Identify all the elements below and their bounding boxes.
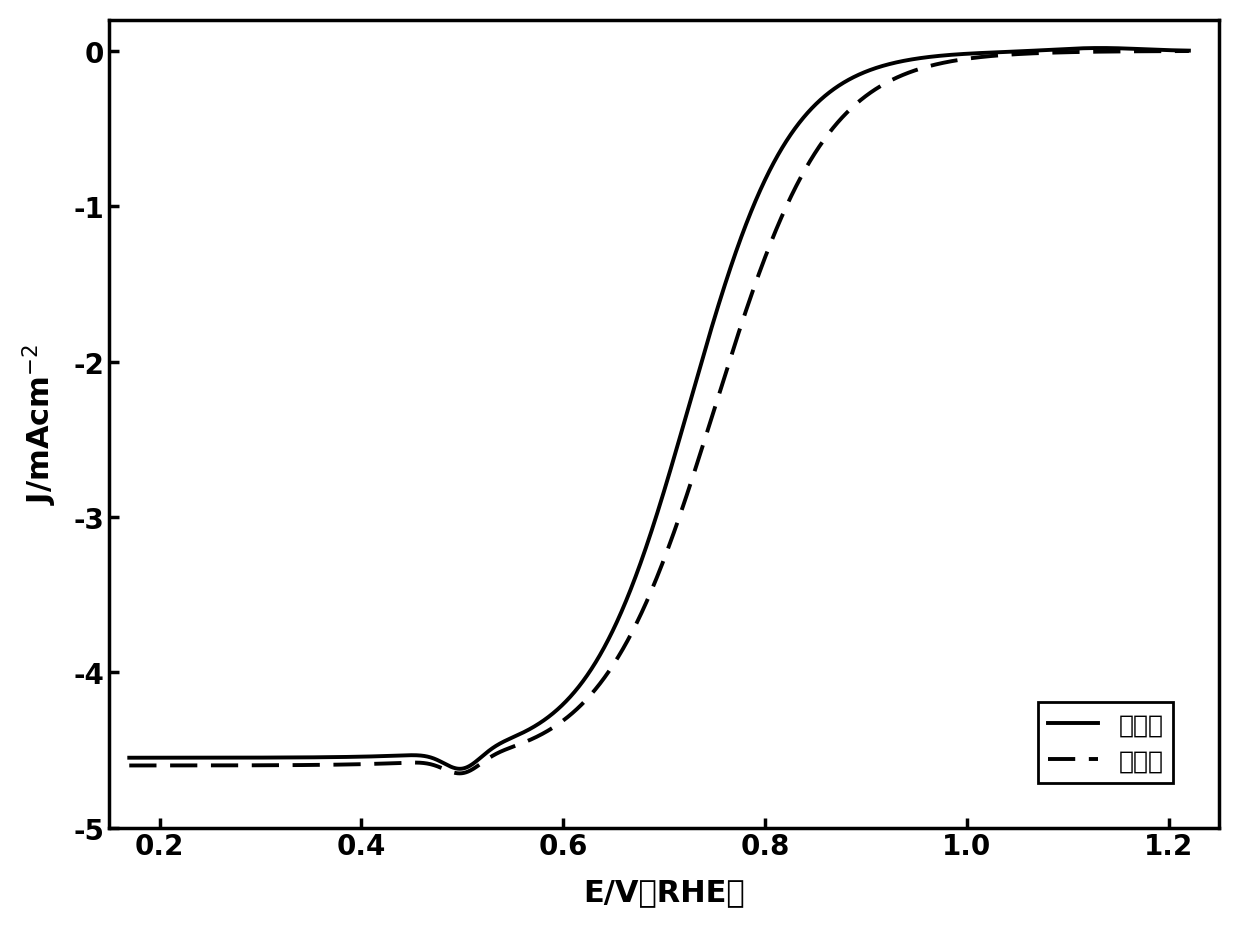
Line: 实施例: 实施例: [129, 52, 1189, 773]
实施例: [1047, 48, 1061, 59]
对比例: [243, 752, 258, 763]
对比例: [1047, 44, 1061, 56]
Line: 对比例: 对比例: [129, 49, 1189, 769]
对比例: [453, 764, 467, 775]
实施例: [305, 759, 320, 770]
实施例: [453, 768, 467, 779]
实施例: [243, 760, 258, 771]
X-axis label: E/V（RHE）: E/V（RHE）: [583, 877, 745, 907]
对比例: [528, 720, 543, 731]
实施例: [122, 760, 136, 771]
实施例: [1161, 46, 1176, 57]
对比例: [122, 753, 136, 764]
实施例: [1182, 46, 1197, 57]
实施例: [574, 699, 589, 710]
对比例: [305, 752, 320, 763]
对比例: [1182, 46, 1197, 57]
Y-axis label: J/mAcm$^{-2}$: J/mAcm$^{-2}$: [21, 344, 60, 505]
对比例: [1094, 44, 1109, 55]
Legend: 对比例, 实施例: 对比例, 实施例: [1038, 703, 1173, 783]
对比例: [574, 678, 589, 689]
对比例: [1162, 45, 1177, 57]
实施例: [528, 731, 543, 743]
